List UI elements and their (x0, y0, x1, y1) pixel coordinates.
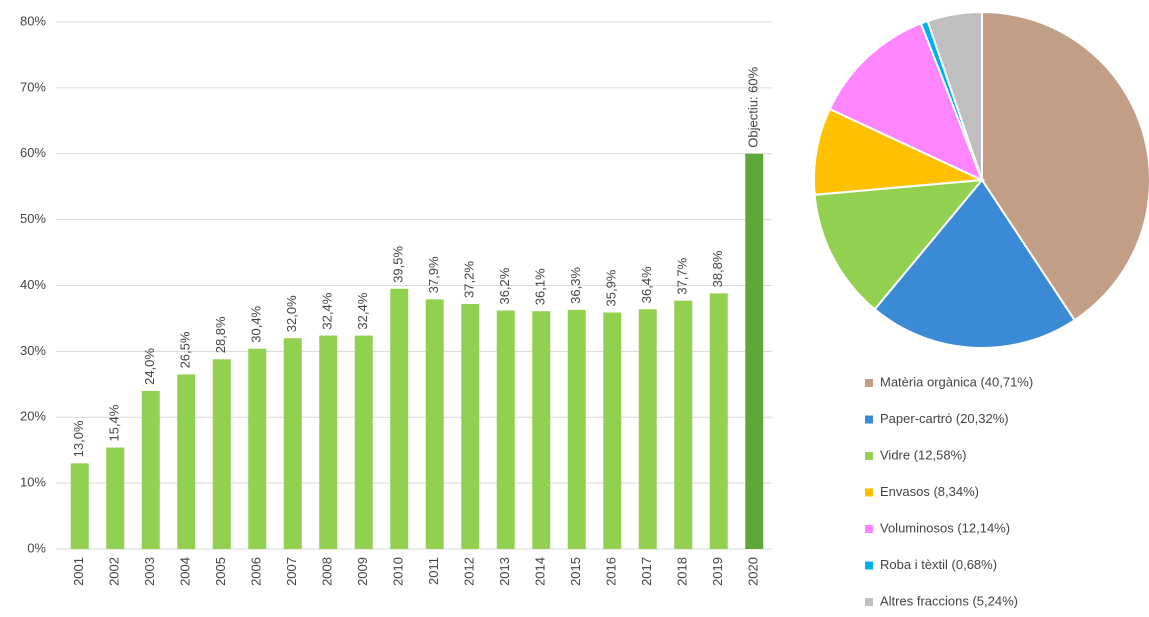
data-label: 37,9% (426, 256, 441, 293)
bar (745, 153, 764, 549)
data-label: 36,2% (497, 267, 512, 304)
legend-label: Envasos (8,34%) (880, 484, 979, 499)
y-tick-label: 0% (27, 540, 46, 555)
bar (709, 293, 728, 549)
bar (674, 300, 693, 549)
bar (461, 303, 480, 549)
x-tick-label: 2005 (213, 557, 228, 586)
data-label: 30,4% (249, 305, 264, 342)
bar (70, 463, 89, 549)
legend-label: Voluminosos (12,14%) (880, 520, 1010, 535)
legend-swatch (865, 415, 873, 424)
x-tick-label: 2004 (178, 557, 193, 586)
data-label: 26,5% (178, 331, 193, 368)
data-label: 15,4% (107, 404, 122, 441)
legend-swatch (865, 598, 873, 606)
legend-swatch (865, 488, 873, 497)
bar (638, 309, 657, 549)
data-label: 36,4% (639, 266, 654, 303)
bar (532, 311, 551, 549)
y-tick-label: 20% (20, 409, 46, 424)
bar (177, 374, 196, 549)
data-label: 36,3% (568, 267, 583, 304)
legend-label: Vidre (12,58%) (880, 447, 966, 462)
bar (283, 338, 302, 549)
bar (390, 288, 409, 549)
x-tick-label: 2002 (107, 557, 122, 586)
pie-slice (873, 178, 1077, 349)
bar (354, 335, 373, 549)
pie-slice (813, 178, 985, 311)
x-tick-label: 2009 (355, 557, 370, 586)
x-tick-label: 2019 (710, 557, 725, 586)
legend-label: Roba i tèxtil (0,68%) (880, 557, 997, 572)
legend-swatch (865, 525, 873, 533)
data-label: 39,5% (391, 245, 406, 282)
bar (141, 390, 160, 549)
x-tick-label: 2018 (675, 557, 690, 586)
x-tick-label: 2013 (497, 557, 512, 586)
data-label: 32,0% (284, 295, 299, 332)
x-tick-label: 2007 (284, 557, 299, 586)
legend-label: Altres fraccions (5,24%) (880, 593, 1018, 608)
x-tick-label: 2020 (746, 557, 761, 586)
y-tick-label: 40% (20, 277, 46, 292)
x-tick-label: 2015 (568, 557, 583, 586)
pie-slice (813, 107, 986, 196)
y-tick-label: 60% (20, 145, 46, 160)
pie-slice (926, 10, 983, 181)
data-label: 24,0% (142, 348, 157, 385)
bar (496, 310, 515, 549)
data-label: Objectiu: 60% (746, 66, 761, 147)
x-tick-label: 2003 (142, 557, 157, 586)
x-tick-label: 2010 (391, 557, 406, 586)
x-tick-label: 2001 (71, 557, 86, 586)
x-tick-label: 2006 (249, 557, 264, 586)
x-tick-label: 2011 (426, 557, 441, 585)
data-label: 36,1% (533, 268, 548, 305)
bar (425, 299, 444, 549)
legend-swatch (865, 561, 873, 570)
legend-label: Matèria orgànica (40,71%) (880, 374, 1033, 389)
bar (106, 447, 125, 549)
data-label: 32,4% (355, 292, 370, 329)
legend-swatch (865, 379, 873, 387)
legend-swatch (865, 452, 873, 460)
data-label: 13,0% (71, 420, 86, 457)
data-label: 28,8% (213, 316, 228, 353)
bar (248, 348, 267, 549)
y-tick-label: 70% (20, 79, 46, 94)
y-tick-label: 50% (20, 211, 46, 226)
legend-label: Paper-cartró (20,32%) (880, 411, 1009, 426)
y-tick-label: 30% (20, 343, 46, 358)
data-label: 38,8% (710, 250, 725, 287)
data-label: 37,7% (675, 257, 690, 294)
x-tick-label: 2017 (639, 557, 654, 586)
bar (212, 359, 231, 549)
bar (567, 309, 586, 549)
x-tick-label: 2014 (533, 557, 548, 586)
bar (603, 312, 622, 549)
x-tick-label: 2008 (320, 557, 335, 586)
data-label: 35,9% (604, 269, 619, 306)
pie-slice (828, 22, 984, 182)
y-tick-label: 10% (20, 475, 46, 490)
y-tick-label: 80% (20, 13, 46, 28)
x-tick-label: 2016 (604, 557, 619, 586)
bar (319, 335, 338, 549)
data-label: 32,4% (320, 292, 335, 329)
x-tick-label: 2012 (462, 557, 477, 586)
data-label: 37,2% (462, 261, 477, 298)
